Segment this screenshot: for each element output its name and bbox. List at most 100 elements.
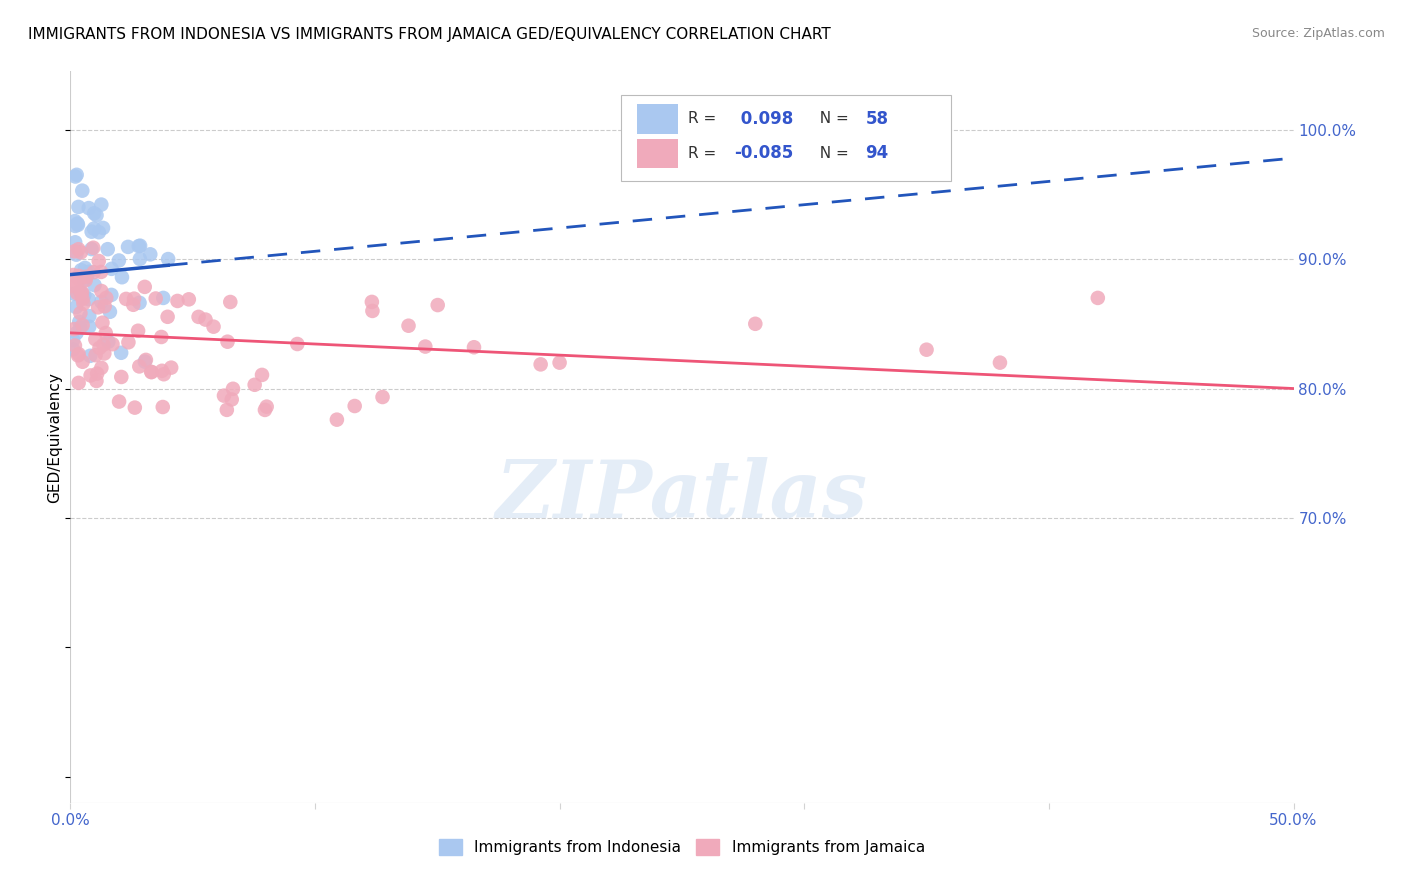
Point (166, 293, 188, 308)
Point (83, 265, 105, 279)
Point (256, 400, 278, 414)
Point (63, 279, 86, 293)
Point (100, 288, 122, 302)
Point (66, 217, 89, 231)
Point (150, 364, 173, 378)
Point (87, 254, 110, 268)
Point (75, 273, 97, 287)
Point (253, 403, 276, 417)
Point (219, 295, 242, 310)
Point (66, 286, 89, 301)
Point (62, 343, 84, 357)
Point (111, 270, 134, 285)
Point (72, 292, 94, 306)
Point (62, 268, 84, 282)
Point (426, 298, 449, 312)
Point (62, 333, 84, 347)
Point (70, 286, 93, 301)
Point (128, 239, 150, 253)
Point (744, 317, 766, 331)
FancyBboxPatch shape (637, 104, 678, 134)
Point (70, 263, 93, 277)
Point (80, 225, 103, 239)
Text: IMMIGRANTS FROM INDONESIA VS IMMIGRANTS FROM JAMAICA GED/EQUIVALENCY CORRELATION: IMMIGRANTS FROM INDONESIA VS IMMIGRANTS … (28, 27, 831, 42)
Point (63, 322, 86, 336)
Point (129, 238, 152, 252)
Point (124, 401, 146, 415)
Point (160, 360, 183, 375)
Point (101, 337, 124, 351)
Point (326, 412, 349, 426)
Point (139, 247, 162, 261)
Y-axis label: GED/Equivalency: GED/Equivalency (46, 372, 62, 502)
Point (108, 253, 131, 268)
Point (134, 354, 156, 368)
FancyBboxPatch shape (637, 138, 678, 168)
Point (530, 357, 553, 371)
Point (194, 312, 217, 326)
Point (202, 319, 225, 334)
Point (77, 265, 100, 279)
Point (79, 309, 101, 323)
Point (141, 365, 163, 379)
Text: R =: R = (688, 145, 721, 161)
Point (72, 318, 94, 333)
Point (87, 225, 110, 239)
Point (72, 355, 94, 369)
Point (915, 343, 938, 357)
Point (463, 340, 485, 354)
Point (152, 400, 174, 414)
Point (122, 298, 145, 312)
Point (77, 292, 100, 306)
Point (67, 242, 90, 256)
Point (157, 252, 180, 266)
Point (73, 288, 96, 302)
Text: -0.085: -0.085 (734, 145, 794, 162)
Point (80, 242, 103, 256)
Text: 0.098: 0.098 (734, 110, 793, 128)
Point (63, 219, 86, 233)
Point (77, 201, 100, 215)
Point (371, 390, 394, 404)
Text: N =: N = (810, 145, 853, 161)
Point (187, 310, 209, 324)
Point (63, 277, 86, 292)
Point (212, 389, 235, 403)
Point (91, 316, 114, 330)
Text: N =: N = (810, 112, 853, 127)
Point (65, 247, 87, 261)
Point (72, 296, 94, 310)
Point (84, 332, 107, 346)
Point (128, 359, 150, 374)
Point (72, 184, 94, 198)
Text: Source: ZipAtlas.com: Source: ZipAtlas.com (1251, 27, 1385, 40)
Point (67, 376, 90, 390)
Point (73, 260, 96, 275)
Text: ZIPatlas: ZIPatlas (496, 457, 868, 534)
Point (122, 292, 145, 306)
Legend: Immigrants from Indonesia, Immigrants from Jamaica: Immigrants from Indonesia, Immigrants fr… (433, 833, 931, 861)
Point (90, 284, 112, 298)
Point (127, 324, 149, 338)
Point (65, 169, 87, 184)
Point (65, 300, 87, 314)
Point (79, 368, 101, 383)
Point (110, 370, 132, 384)
Point (361, 304, 384, 318)
Point (67, 273, 90, 287)
Point (110, 345, 132, 359)
Point (86, 367, 108, 381)
Point (115, 292, 138, 306)
Point (97, 242, 120, 256)
Point (128, 295, 150, 310)
Point (76, 268, 98, 282)
Point (285, 337, 308, 351)
Point (93, 299, 115, 313)
Point (69, 320, 91, 334)
Point (1087, 291, 1109, 305)
Point (67, 315, 90, 329)
Point (548, 356, 571, 370)
Point (76, 267, 98, 281)
Point (90, 360, 112, 375)
Point (82, 241, 104, 255)
